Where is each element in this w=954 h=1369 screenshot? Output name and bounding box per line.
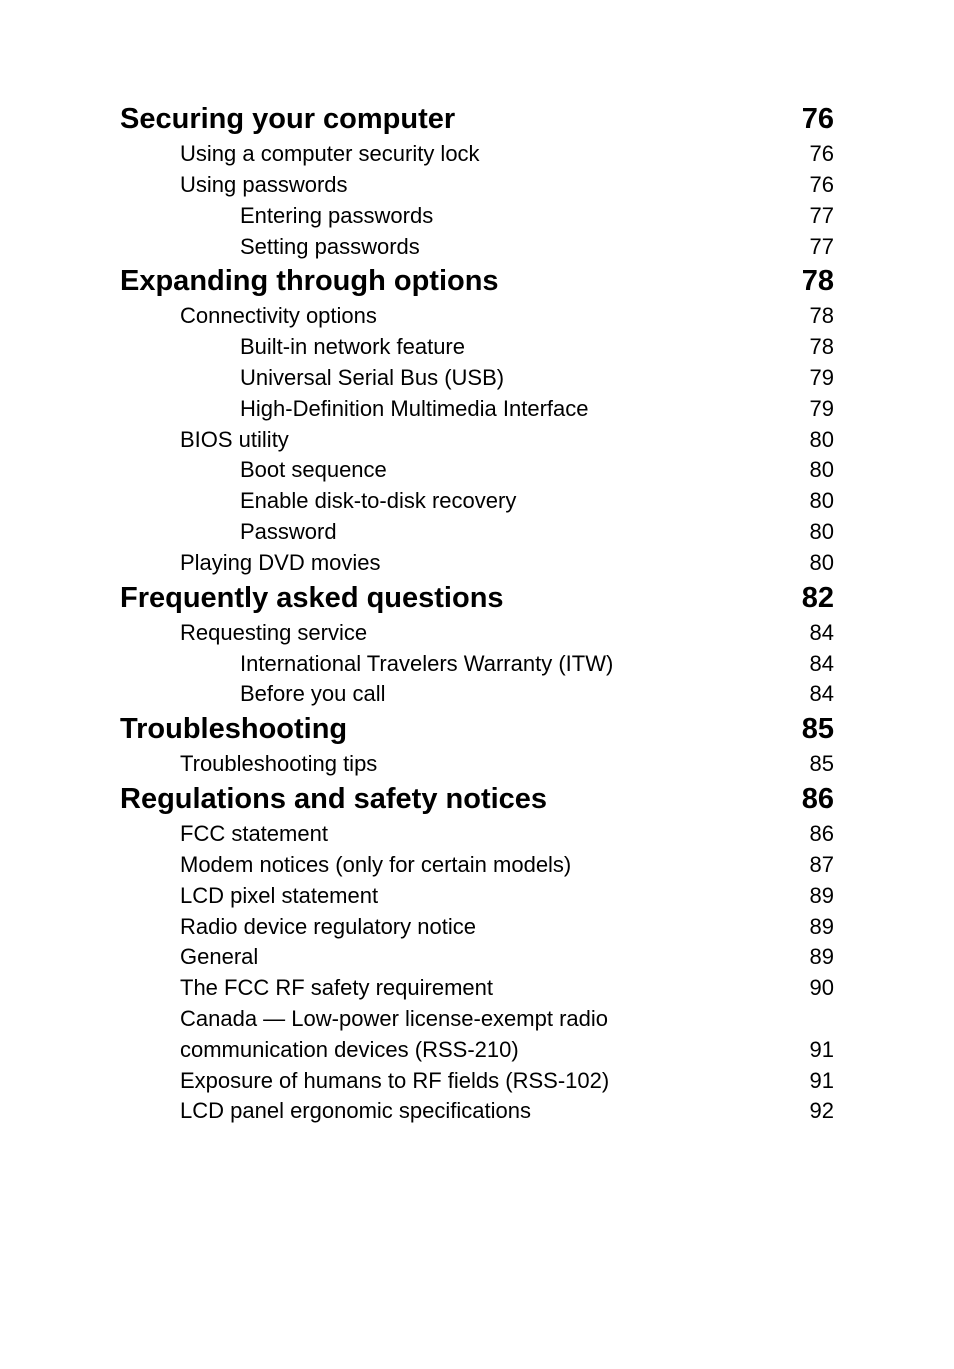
toc-title: High-Definition Multimedia Interface xyxy=(120,394,589,425)
toc-entry: communication devices (RSS-210) 91 xyxy=(120,1035,834,1066)
toc-title: Frequently asked questions xyxy=(120,579,504,618)
toc-page-number: 77 xyxy=(810,203,834,229)
toc-page-number: 85 xyxy=(810,751,834,777)
toc-entry: Radio device regulatory notice 89 xyxy=(120,912,834,943)
toc-page-number: 78 xyxy=(810,334,834,360)
toc-entry: Using a computer security lock 76 xyxy=(120,139,834,170)
toc-entry: BIOS utility 80 xyxy=(120,425,834,456)
toc-title: Entering passwords xyxy=(120,201,433,232)
toc-title: Playing DVD movies xyxy=(120,548,381,579)
toc-title: The FCC RF safety requirement xyxy=(120,973,493,1004)
toc-title: Radio device regulatory notice xyxy=(120,912,476,943)
toc-page-number: 87 xyxy=(810,852,834,878)
toc-entry: Using passwords 76 xyxy=(120,170,834,201)
toc-entry: Boot sequence 80 xyxy=(120,455,834,486)
toc-entry: Connectivity options 78 xyxy=(120,301,834,332)
toc-entry: Universal Serial Bus (USB) 79 xyxy=(120,363,834,394)
toc-title: International Travelers Warranty (ITW) xyxy=(120,649,613,680)
toc-title: Password xyxy=(120,517,337,548)
toc-entry: Frequently asked questions 82 xyxy=(120,579,834,618)
toc-page: Securing your computer 76 Using a comput… xyxy=(0,0,954,1127)
toc-title: Expanding through options xyxy=(120,262,499,301)
toc-page-number: 85 xyxy=(782,710,834,749)
toc-entry: General 89 xyxy=(120,942,834,973)
toc-entry: The FCC RF safety requirement 90 xyxy=(120,973,834,1004)
toc-title: Troubleshooting xyxy=(120,710,347,749)
toc-title: Modem notices (only for certain models) xyxy=(120,850,571,881)
toc-page-number: 80 xyxy=(810,550,834,576)
toc-entry: LCD panel ergonomic specifications 92 xyxy=(120,1096,834,1127)
toc-entry: Setting passwords 77 xyxy=(120,232,834,263)
toc-title: Using a computer security lock xyxy=(120,139,480,170)
toc-entry: Regulations and safety notices 86 xyxy=(120,780,834,819)
toc-title: Requesting service xyxy=(120,618,367,649)
toc-page-number: 79 xyxy=(810,365,834,391)
toc-title: Universal Serial Bus (USB) xyxy=(120,363,504,394)
toc-entry: Modem notices (only for certain models) … xyxy=(120,850,834,881)
toc-entry: Exposure of humans to RF fields (RSS-102… xyxy=(120,1066,834,1097)
toc-title: Canada — Low-power license-exempt radio xyxy=(120,1004,608,1035)
toc-page-number: 89 xyxy=(810,914,834,940)
toc-page-number: 89 xyxy=(810,883,834,909)
toc-title: Setting passwords xyxy=(120,232,420,263)
toc-title: Connectivity options xyxy=(120,301,377,332)
toc-entry: Securing your computer 76 xyxy=(120,100,834,139)
toc-title: Enable disk-to-disk recovery xyxy=(120,486,516,517)
toc-entry: Requesting service 84 xyxy=(120,618,834,649)
toc-title: BIOS utility xyxy=(120,425,289,456)
toc-page-number: 80 xyxy=(810,427,834,453)
toc-entry: High-Definition Multimedia Interface 79 xyxy=(120,394,834,425)
toc-page-number: 84 xyxy=(810,651,834,677)
toc-page-number: 76 xyxy=(810,172,834,198)
toc-title: Built-in network feature xyxy=(120,332,465,363)
toc-entry: Built-in network feature 78 xyxy=(120,332,834,363)
toc-entry: Enable disk-to-disk recovery 80 xyxy=(120,486,834,517)
toc-title: General xyxy=(120,942,258,973)
toc-entry: Entering passwords 77 xyxy=(120,201,834,232)
toc-title: FCC statement xyxy=(120,819,328,850)
toc-entry: Expanding through options 78 xyxy=(120,262,834,301)
toc-title: Before you call xyxy=(120,679,386,710)
toc-page-number: 78 xyxy=(810,303,834,329)
toc-entry: LCD pixel statement 89 xyxy=(120,881,834,912)
toc-title: Using passwords xyxy=(120,170,348,201)
toc-page-number: 76 xyxy=(810,141,834,167)
toc-page-number: 78 xyxy=(782,262,834,301)
toc-page-number: 90 xyxy=(810,975,834,1001)
toc-page-number: 86 xyxy=(782,780,834,819)
toc-entry: Password 80 xyxy=(120,517,834,548)
toc-page-number: 91 xyxy=(810,1037,834,1063)
toc-title: LCD panel ergonomic specifications xyxy=(120,1096,531,1127)
toc-title: communication devices (RSS-210) xyxy=(120,1035,519,1066)
toc-page-number: 86 xyxy=(810,821,834,847)
toc-title: Troubleshooting tips xyxy=(120,749,377,780)
toc-page-number: 80 xyxy=(810,457,834,483)
toc-title: Regulations and safety notices xyxy=(120,780,547,819)
toc-entry: Troubleshooting tips 85 xyxy=(120,749,834,780)
toc-page-number: 91 xyxy=(810,1068,834,1094)
toc-page-number: 84 xyxy=(810,620,834,646)
toc-title: Boot sequence xyxy=(120,455,387,486)
toc-page-number: 80 xyxy=(810,519,834,545)
toc-page-number: 80 xyxy=(810,488,834,514)
toc-entry: Canada — Low-power license-exempt radio xyxy=(120,1004,834,1035)
toc-page-number: 77 xyxy=(810,234,834,260)
toc-page-number: 82 xyxy=(782,579,834,618)
toc-title: Exposure of humans to RF fields (RSS-102… xyxy=(120,1066,609,1097)
toc-entry: Before you call 84 xyxy=(120,679,834,710)
toc-page-number: 79 xyxy=(810,396,834,422)
toc-page-number: 89 xyxy=(810,944,834,970)
toc-page-number: 84 xyxy=(810,681,834,707)
toc-entry: Troubleshooting 85 xyxy=(120,710,834,749)
toc-title: Securing your computer xyxy=(120,100,455,139)
toc-page-number: 92 xyxy=(810,1098,834,1124)
toc-entry: International Travelers Warranty (ITW) 8… xyxy=(120,649,834,680)
toc-entry: FCC statement 86 xyxy=(120,819,834,850)
toc-entry: Playing DVD movies 80 xyxy=(120,548,834,579)
toc-page-number: 76 xyxy=(782,100,834,139)
toc-title: LCD pixel statement xyxy=(120,881,378,912)
